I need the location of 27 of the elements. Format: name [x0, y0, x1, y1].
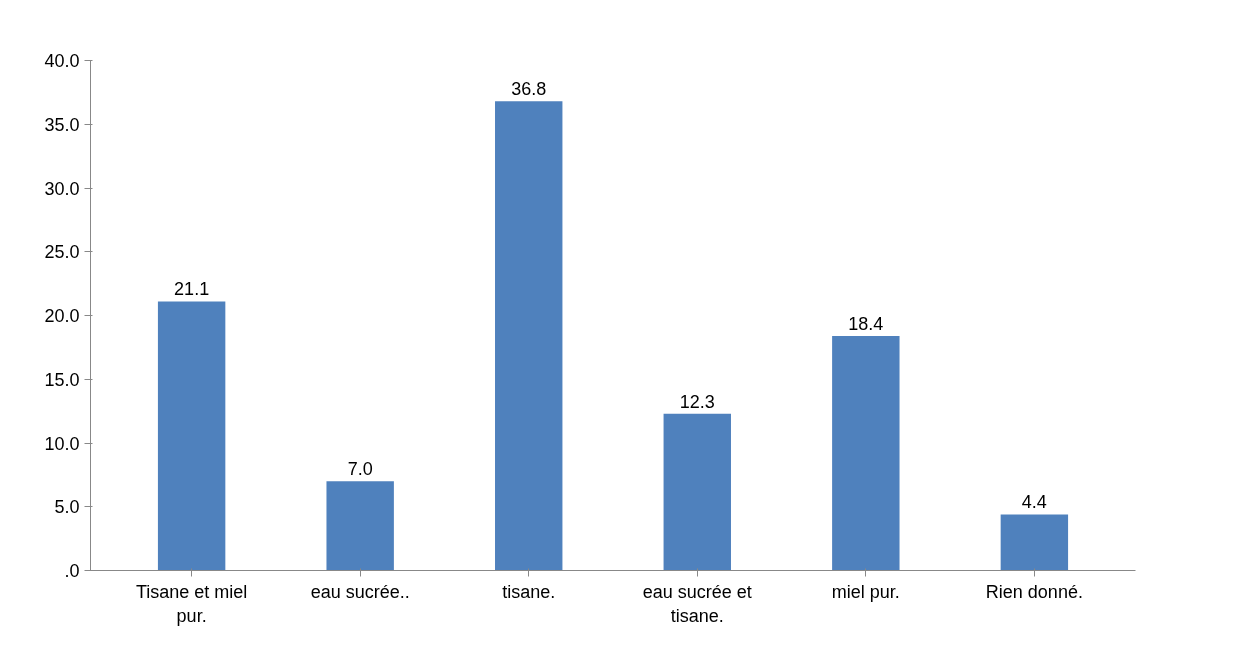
bar	[832, 335, 900, 571]
bar	[157, 301, 226, 571]
y-tick-label: 5.0	[54, 497, 80, 518]
x-tick-label: tisane.	[502, 581, 556, 602]
x-tick-label: Tisane et miel pur.	[135, 581, 248, 626]
y-tick-label: 15.0	[44, 369, 80, 390]
data-label: 36.8	[511, 79, 547, 100]
bar	[1000, 514, 1069, 571]
y-tick-label: 30.0	[44, 178, 80, 199]
x-tick-label: eau sucrée et tisane.	[642, 581, 752, 626]
data-label: 18.4	[848, 313, 884, 334]
bar	[495, 101, 563, 571]
y-tick-label: 25.0	[44, 242, 80, 263]
y-tick-label: 20.0	[44, 306, 80, 326]
x-tick-label: Rien donné.	[985, 581, 1083, 602]
y-tick-label: 10.0	[44, 433, 80, 454]
data-label: 7.0	[347, 459, 373, 480]
y-tick-label: 40.0	[44, 51, 80, 71]
x-tick-label: eau sucrée..	[310, 581, 410, 602]
bar	[663, 413, 731, 571]
bar	[326, 481, 394, 571]
data-label: 4.4	[1021, 492, 1047, 513]
data-label: 12.3	[679, 391, 715, 412]
data-label: 21.1	[174, 279, 210, 300]
y-tick-label: .0	[64, 561, 80, 581]
y-tick-label: 35.0	[44, 114, 80, 135]
x-tick-label: miel pur.	[831, 581, 900, 602]
